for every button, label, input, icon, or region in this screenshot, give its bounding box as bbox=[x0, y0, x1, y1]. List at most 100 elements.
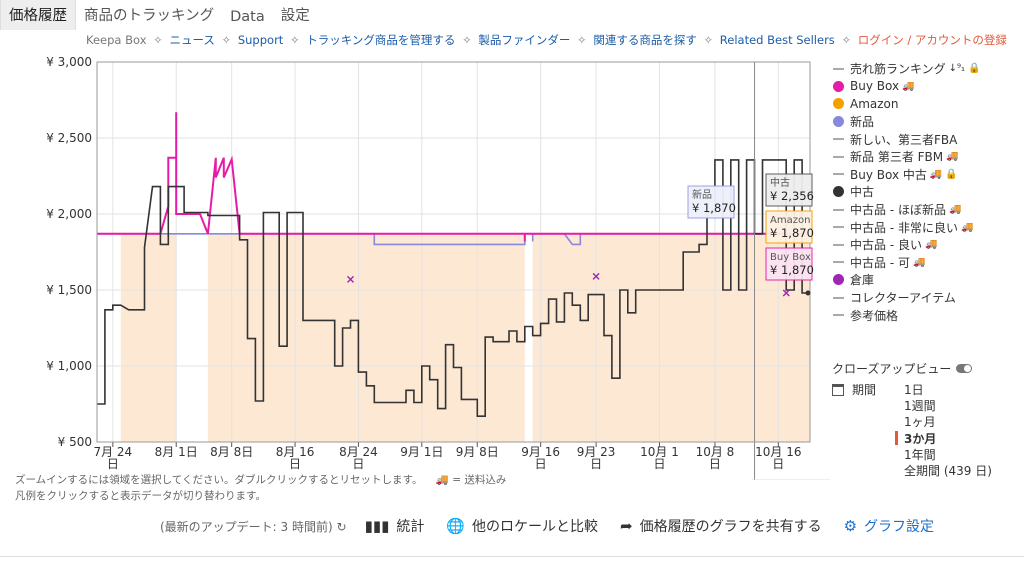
closeup-view-toggle-row[interactable]: クローズアップビュー bbox=[832, 360, 973, 377]
legend-dot-icon bbox=[832, 80, 844, 92]
legend-dot-icon bbox=[832, 116, 844, 128]
period-option[interactable]: 3か月 bbox=[895, 430, 992, 446]
legend-line-icon bbox=[832, 314, 844, 317]
amazon-price-area bbox=[120, 233, 177, 442]
share-graph-button[interactable]: ➦ 価格履歴のグラフを共有する bbox=[620, 517, 822, 535]
related-best-sellers-link[interactable]: Related Best Sellers bbox=[719, 33, 835, 47]
share-arrow-icon: ➦ bbox=[620, 517, 633, 535]
legend-label: 中古品 - ほぼ新品 bbox=[850, 203, 946, 218]
legend-item[interactable]: 売れ筋ランキング ↓⁹₁ 🔒 bbox=[832, 60, 1024, 78]
sub-navigation: Keepa Box ✧ ニュース ✧ Support ✧ トラッキング商品を管理… bbox=[86, 32, 1010, 48]
legend-item[interactable]: 中古 bbox=[832, 183, 1024, 201]
tab-price-history[interactable]: 価格履歴 bbox=[0, 0, 76, 30]
period-option[interactable]: 1週間 bbox=[904, 399, 936, 414]
graph-settings-button[interactable]: ⚙ グラフ設定 bbox=[843, 517, 935, 535]
product-finder-link[interactable]: 製品ファインダー bbox=[478, 33, 571, 47]
refresh-icon: ↻ bbox=[336, 519, 347, 534]
tab-data[interactable]: Data bbox=[230, 9, 265, 25]
tooltip-series-name: 中古 bbox=[770, 176, 790, 189]
tooltip-value: ¥ 1,870 bbox=[692, 201, 736, 215]
legend-item[interactable]: 中古品 - 良い 🚚 bbox=[832, 236, 1024, 254]
legend-dot-icon bbox=[832, 274, 844, 286]
price-tooltip: 中古¥ 2,356 bbox=[765, 173, 814, 207]
nav-separator: ✧ bbox=[462, 33, 472, 47]
legend-item[interactable]: 参考価格 bbox=[832, 306, 1024, 324]
price-tooltip: Amazon¥ 1,870 bbox=[765, 210, 814, 244]
lock-icon: 🔒 bbox=[968, 63, 981, 75]
truck-icon: 🚚 bbox=[912, 256, 926, 268]
tab-bar: 価格履歴 商品のトラッキング Data 設定 bbox=[0, 0, 318, 30]
x-tick-sublabel: 日 bbox=[535, 457, 547, 471]
legend-line-icon bbox=[832, 226, 844, 229]
legend-item[interactable]: Buy Box 中古 🚚 🔒 bbox=[832, 166, 1024, 184]
x-tick-sublabel: 日 bbox=[653, 457, 665, 471]
warehouse-marker bbox=[782, 289, 790, 297]
compare-locales-button[interactable]: 🌐 他のロケールと比較 bbox=[446, 517, 599, 535]
toggle-switch-icon[interactable] bbox=[956, 364, 973, 373]
legend-dot-icon bbox=[832, 186, 844, 198]
legend-label: 倉庫 bbox=[850, 273, 875, 288]
lock-icon: 🔒 bbox=[945, 168, 958, 180]
legend-item[interactable]: 中古品 - ほぼ新品 🚚 bbox=[832, 201, 1024, 219]
legend-item[interactable]: 中古品 - 非常に良い 🚚 bbox=[832, 218, 1024, 236]
period-option[interactable]: 1年間 bbox=[904, 447, 936, 462]
amazon-price-area bbox=[532, 233, 810, 442]
period-option[interactable]: 1日 bbox=[904, 383, 924, 397]
period-option[interactable]: 全期間 (439 日) bbox=[904, 463, 992, 478]
tab-tracking[interactable]: 商品のトラッキング bbox=[84, 8, 215, 24]
legend-item[interactable]: Amazon bbox=[832, 95, 1024, 113]
news-link[interactable]: ニュース bbox=[169, 33, 215, 47]
legend-item[interactable]: 新しい、第三者FBA bbox=[832, 130, 1024, 148]
gear-icon: ⚙ bbox=[843, 517, 858, 535]
y-tick-label: ¥ 2,000 bbox=[46, 207, 92, 221]
price-tooltip: 新品¥ 1,870 bbox=[687, 185, 736, 219]
legend-dot-icon bbox=[832, 98, 844, 110]
legend-item[interactable]: Buy Box 🚚 bbox=[832, 78, 1024, 96]
legend-label: 中古品 - 非常に良い bbox=[850, 220, 958, 235]
legend-item[interactable]: 新品 第三者 FBM 🚚 bbox=[832, 148, 1024, 166]
sort-icon: ↓⁹₁ bbox=[948, 63, 966, 75]
nav-separator: ✧ bbox=[289, 33, 300, 47]
truck-icon: 🚚 bbox=[960, 221, 974, 233]
statistics-button[interactable]: ▮▮▮ 統計 bbox=[364, 517, 425, 535]
login-link[interactable]: ログイン / アカウントの登録 bbox=[857, 33, 1007, 47]
shipping-note: = 送料込み bbox=[452, 474, 507, 486]
period-selector: 1日 1週間 1ヶ月 3か月 1年間 全期間 (439 日) bbox=[895, 381, 992, 478]
x-tick-sublabel: 日 bbox=[709, 457, 721, 471]
tooltip-value: ¥ 1,870 bbox=[770, 226, 814, 240]
legend-line-icon bbox=[832, 208, 844, 211]
truck-icon: 🚚 bbox=[948, 204, 962, 216]
truck-icon: 🚚 bbox=[435, 474, 449, 486]
nav-separator: ✧ bbox=[841, 33, 852, 47]
manage-tracking-link[interactable]: トラッキング商品を管理する bbox=[306, 33, 456, 47]
x-tick-label: 7月 24 bbox=[93, 445, 132, 459]
nav-separator: ✧ bbox=[153, 33, 163, 47]
warehouse-marker bbox=[347, 275, 355, 283]
related-products-link[interactable]: 関連する商品を探す bbox=[593, 33, 697, 47]
legend-item[interactable]: 新品 bbox=[832, 113, 1024, 131]
support-link[interactable]: Support bbox=[237, 33, 284, 47]
legend-label: 中古品 - 良い bbox=[850, 238, 922, 253]
keepa-box-link[interactable]: Keepa Box bbox=[86, 33, 147, 47]
tooltip-value: ¥ 2,356 bbox=[770, 189, 814, 203]
tooltip-box bbox=[765, 210, 813, 244]
calendar-icon bbox=[832, 383, 844, 396]
x-tick-label: 10月 1 bbox=[640, 445, 679, 459]
x-tick-label: 10月 8 bbox=[696, 445, 735, 459]
x-tick-sublabel: 日 bbox=[352, 457, 364, 471]
tooltip-series-name: Amazon bbox=[770, 215, 810, 226]
tab-settings[interactable]: 設定 bbox=[280, 8, 310, 24]
x-tick-sublabel: 日 bbox=[289, 457, 301, 471]
legend-item[interactable]: 倉庫 bbox=[832, 271, 1024, 289]
legend-item[interactable]: コレクターアイテム bbox=[832, 289, 1024, 307]
bottom-divider bbox=[0, 556, 1024, 557]
legend-item[interactable]: 中古品 - 可 🚚 bbox=[832, 254, 1024, 272]
tooltip-series-name: 新品 bbox=[692, 188, 712, 201]
price-history-chart[interactable]: ¥ 500 ¥ 1,000 ¥ 1,500 ¥ 2,000 ¥ 2,500 ¥ 3,000… bbox=[0, 50, 830, 480]
tooltip-box bbox=[765, 173, 813, 207]
legend-label: 参考価格 bbox=[850, 308, 899, 323]
period-option[interactable]: 1ヶ月 bbox=[904, 415, 936, 430]
legend-label: Buy Box 中古 bbox=[850, 167, 927, 182]
truck-icon: 🚚 bbox=[902, 80, 915, 92]
bar-chart-icon: ▮▮▮ bbox=[364, 517, 390, 535]
